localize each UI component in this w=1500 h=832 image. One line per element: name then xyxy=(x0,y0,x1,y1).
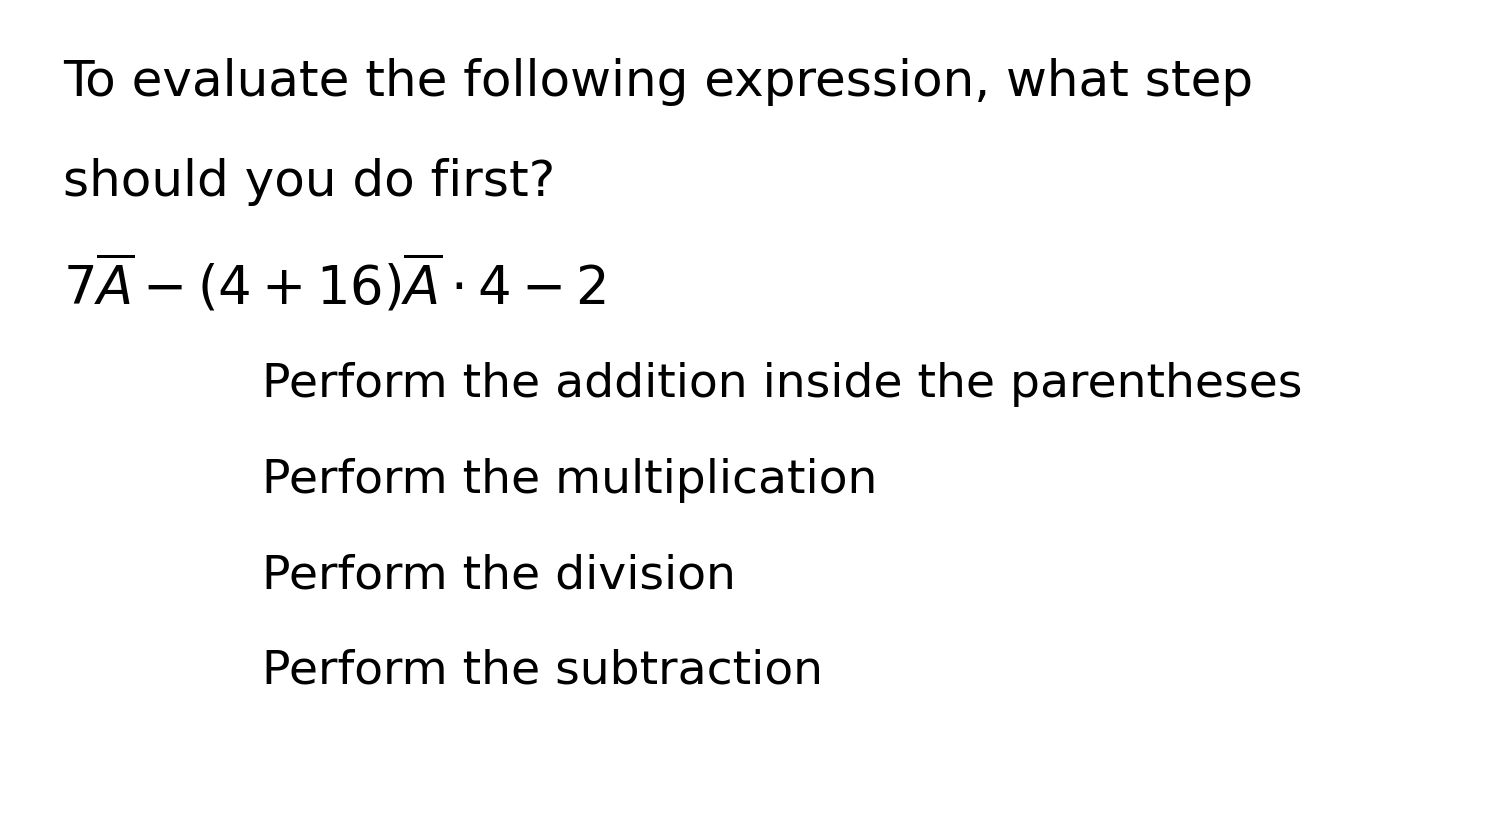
Text: Perform the addition inside the parentheses: Perform the addition inside the parenthe… xyxy=(262,362,1304,407)
Text: $7\overline{A} - (4 + 16)\overline{A} \cdot 4 - 2$: $7\overline{A} - (4 + 16)\overline{A} \c… xyxy=(63,254,606,316)
Text: should you do first?: should you do first? xyxy=(63,158,555,206)
Text: Perform the subtraction: Perform the subtraction xyxy=(262,649,824,694)
Text: Perform the division: Perform the division xyxy=(262,553,736,598)
Text: To evaluate the following expression, what step: To evaluate the following expression, wh… xyxy=(63,58,1252,106)
Text: Perform the multiplication: Perform the multiplication xyxy=(262,458,878,503)
